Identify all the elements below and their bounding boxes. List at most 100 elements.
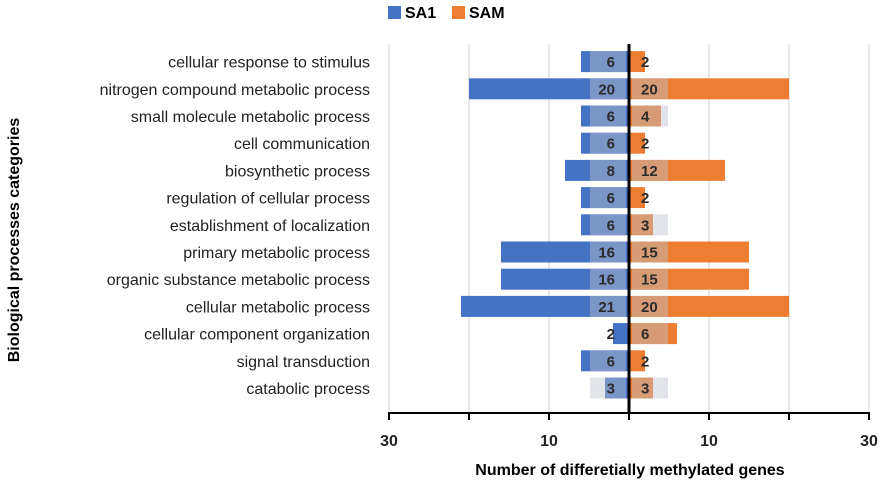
category-label: nitrogen compound metabolic process (100, 82, 370, 99)
label-band-sa1 (590, 214, 626, 236)
legend-swatch-sa1 (388, 6, 401, 19)
data-label-sa1: 20 (598, 81, 615, 98)
bar-sam (629, 78, 789, 100)
legend-label-sam: SAM (469, 5, 505, 22)
gridlines (388, 44, 870, 413)
data-label-sam: 4 (641, 109, 650, 126)
category-label: establishment of localization (170, 218, 370, 235)
category-label: signal transduction (237, 354, 370, 371)
data-label-sam: 20 (641, 81, 658, 98)
bar-sa1 (461, 295, 629, 317)
label-band-sam (632, 214, 668, 236)
data-label-sa1: 16 (598, 272, 615, 289)
label-band-sam (632, 78, 668, 100)
bar-sa1 (605, 377, 629, 399)
data-label-sa1: 8 (607, 163, 615, 180)
bar-sa1 (581, 187, 629, 209)
data-label-sam: 6 (641, 326, 649, 343)
bar-sam (629, 377, 653, 399)
label-band-sam (632, 241, 668, 263)
bar-sam (629, 323, 677, 345)
data-label-sa1: 2 (607, 326, 615, 343)
data-label-sam: 20 (641, 299, 658, 316)
data-label-sa1: 16 (598, 245, 615, 262)
legend-label-sa1: SA1 (405, 5, 436, 22)
category-label: cellular metabolic process (186, 299, 370, 316)
label-band-sam (632, 323, 668, 345)
bar-sam (629, 132, 645, 154)
label-band-sa1 (590, 268, 626, 290)
bar-sa1 (581, 51, 629, 73)
category-label: cellular component organization (144, 327, 370, 344)
category-label: small molecule metabolic process (131, 109, 370, 126)
bar-sa1 (565, 159, 629, 181)
category-label: regulation of cellular process (166, 191, 370, 208)
category-label: cellular response to stimulus (168, 55, 370, 72)
bars (461, 51, 789, 399)
bar-sa1 (581, 214, 629, 236)
label-band-sa1 (590, 295, 626, 317)
data-label-sa1: 6 (607, 190, 615, 207)
data-label-sam: 15 (641, 272, 658, 289)
category-label: biosynthetic process (225, 163, 370, 180)
label-band-sam (632, 105, 668, 127)
data-label-sa1: 6 (607, 217, 615, 234)
data-label-sam: 2 (641, 136, 649, 153)
data-label-sam: 2 (641, 353, 649, 370)
label-band-sa1 (590, 377, 626, 399)
label-band-sa1 (590, 187, 626, 209)
legend-swatch-sam (452, 6, 465, 19)
bar-sa1 (613, 323, 629, 345)
bar-sam (629, 159, 725, 181)
data-label-sa1: 6 (607, 353, 615, 370)
category-labels: cellular response to stimulus nitrogen co… (100, 55, 370, 398)
label-band-sam (632, 377, 668, 399)
label-band-sa1 (590, 78, 626, 100)
x-axis: 30 10 10 30 (380, 44, 878, 450)
category-label: organic substance metabolic process (107, 272, 370, 289)
data-label-sam: 3 (641, 217, 649, 234)
x-axis-title: Number of differetially methylated genes (475, 462, 785, 479)
data-label-sam: 12 (641, 163, 658, 180)
label-band-sam (632, 295, 668, 317)
category-label: primary metabolic process (183, 245, 370, 262)
bar-sa1 (581, 132, 629, 154)
bar-sam (629, 295, 789, 317)
bar-sam (629, 241, 749, 263)
data-label-sam: 15 (641, 245, 658, 262)
bar-sa1 (501, 268, 629, 290)
label-band-sa1 (590, 241, 626, 263)
label-band-sa1 (590, 159, 626, 181)
label-bands (590, 51, 668, 399)
data-label-sa1: 6 (607, 136, 615, 153)
bar-sa1 (581, 350, 629, 372)
label-band-sa1 (590, 105, 626, 127)
bar-sam (629, 51, 645, 73)
data-label-sa1: 6 (607, 54, 615, 71)
category-label: catabolic process (246, 381, 370, 398)
category-label: cell communication (234, 136, 370, 153)
bar-sam (629, 214, 653, 236)
data-label-sa1: 3 (607, 381, 615, 398)
y-axis-title: Biological processes categories (6, 118, 23, 363)
data-label-sa1: 21 (598, 299, 615, 316)
bar-sa1 (581, 105, 629, 127)
bar-sa1 (469, 78, 629, 100)
label-band-sa1 (590, 132, 626, 154)
x-tick-label: 10 (700, 433, 718, 450)
data-label-sa1: 6 (607, 109, 615, 126)
label-band-sa1 (590, 350, 626, 372)
data-label-sam: 2 (641, 54, 649, 71)
bar-sam (629, 187, 645, 209)
label-band-sa1 (590, 51, 626, 73)
data-label-sam: 3 (641, 381, 649, 398)
bar-sam (629, 268, 749, 290)
x-tick-label: 30 (380, 433, 398, 450)
label-band-sam (632, 159, 668, 181)
bar-sam (629, 105, 661, 127)
x-tick-label: 30 (860, 433, 878, 450)
data-label-sam: 2 (641, 190, 649, 207)
label-band-sam (632, 268, 668, 290)
data-labels: 6 2 20 20 6 4 6 2 8 12 6 2 6 3 16 15 16 15 21 20 2 6 6 2 3 3 (598, 54, 657, 397)
